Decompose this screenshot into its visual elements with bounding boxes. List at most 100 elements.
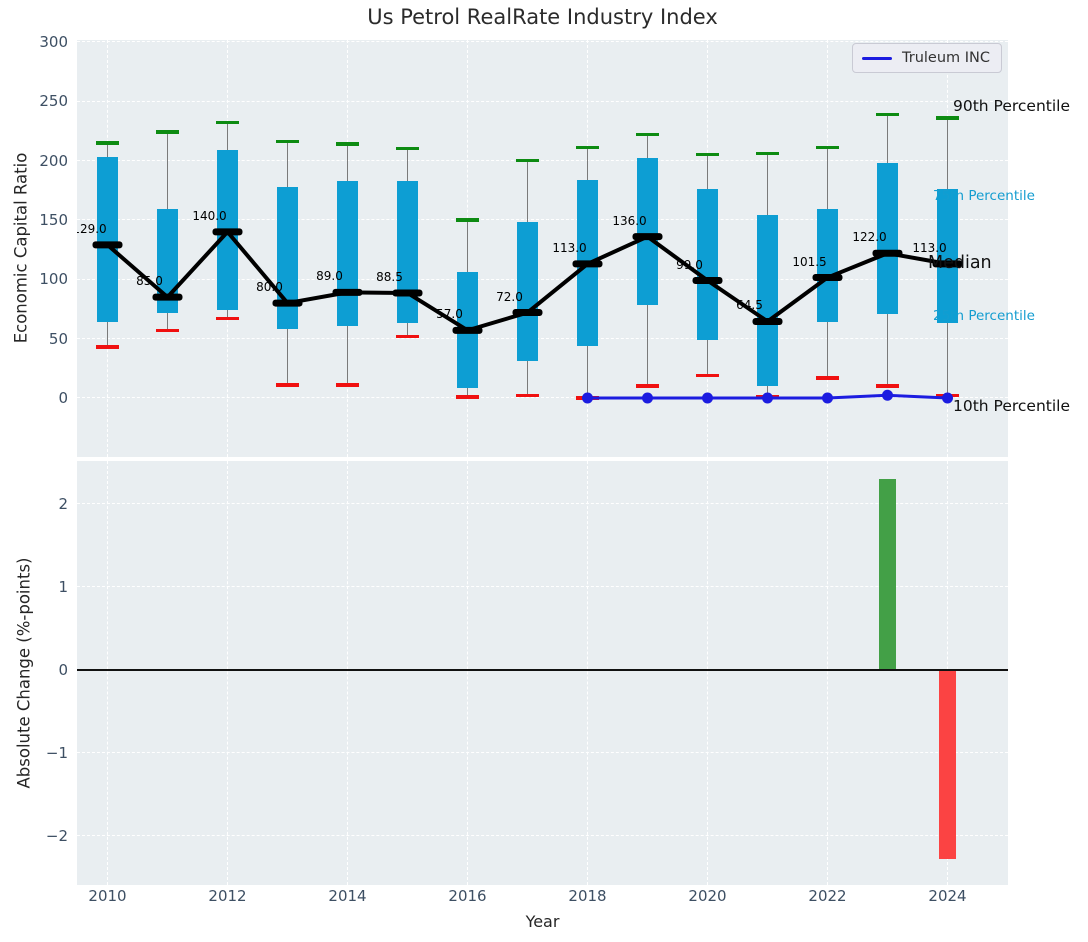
median-value-label: 122.0 — [852, 230, 887, 245]
grid-line-horizontal — [77, 41, 1008, 43]
percentile-90-cap — [936, 116, 959, 120]
grid-line-horizontal — [77, 586, 1008, 588]
percentile-box — [157, 209, 178, 313]
top-y-tick-label: 150 — [39, 210, 68, 229]
median-marker — [272, 299, 303, 307]
percentile-box — [937, 189, 958, 324]
change-bar-2024 — [939, 670, 956, 860]
percentile-box — [877, 163, 898, 314]
percentile-10-cap — [516, 393, 539, 398]
percentile-90-cap — [276, 139, 299, 144]
percentile-90-cap — [96, 141, 119, 145]
grid-line-horizontal — [77, 835, 1008, 837]
annotation-p75: 75th Percentile — [933, 188, 1035, 204]
median-value-label: 140.0 — [192, 208, 227, 223]
median-marker — [692, 277, 723, 285]
median-marker — [512, 309, 543, 317]
bottom-y-tick-label: 1 — [58, 578, 68, 596]
percentile-90-cap — [636, 132, 659, 137]
percentile-box — [637, 158, 658, 306]
x-tick-label: 2016 — [448, 887, 487, 905]
median-value-label: 64.5 — [736, 298, 763, 313]
bottom-y-tick-label: −2 — [45, 827, 68, 845]
percentile-10-cap — [276, 383, 299, 387]
chart-title: Us Petrol RealRate Industry Index — [367, 5, 718, 29]
grid-line-vertical — [226, 461, 228, 885]
truleum-marker — [582, 392, 593, 404]
grid-line-horizontal — [77, 278, 1008, 280]
percentile-10-cap — [96, 345, 119, 349]
percentile-90-cap — [816, 145, 839, 150]
x-tick-label: 2024 — [928, 887, 967, 905]
median-value-label: 89.0 — [316, 269, 343, 284]
percentile-10-cap — [336, 383, 359, 387]
percentile-box — [397, 180, 418, 324]
change-bar-2023 — [879, 479, 896, 670]
median-value-label: 129.0 — [77, 221, 107, 236]
truleum-marker — [882, 389, 893, 401]
x-axis-label: Year — [525, 912, 560, 931]
median-value-label: 99.0 — [676, 257, 703, 272]
grid-line-vertical — [106, 461, 108, 885]
grid-line-horizontal — [77, 219, 1008, 221]
legend: Truleum INC — [852, 43, 1002, 73]
median-value-label: 80.0 — [256, 280, 283, 295]
percentile-90-cap — [456, 218, 479, 222]
top-y-axis-label: Economic Capital Ratio — [11, 152, 31, 344]
median-marker — [572, 260, 603, 268]
bottom-y-tick-label: 0 — [58, 661, 68, 679]
bottom-y-tick-label: −1 — [45, 744, 68, 762]
percentile-box — [697, 189, 718, 340]
median-marker — [632, 233, 663, 241]
annotation-p90: 90th Percentile — [953, 97, 1071, 115]
legend-line-sample — [862, 56, 892, 60]
percentile-10-cap — [456, 395, 479, 399]
truleum-marker — [762, 392, 773, 404]
percentile-90-cap — [516, 158, 539, 163]
grid-line-horizontal — [77, 159, 1008, 161]
percentile-10-cap — [396, 334, 419, 338]
x-tick-label: 2014 — [328, 887, 367, 905]
legend-label: Truleum INC — [902, 50, 990, 66]
median-value-label: 85.0 — [136, 274, 163, 289]
percentile-90-cap — [336, 142, 359, 146]
grid-line-horizontal — [77, 337, 1008, 339]
percentile-90-cap — [876, 112, 899, 117]
median-value-label: 113.0 — [552, 240, 587, 255]
median-value-label: 72.0 — [496, 289, 523, 304]
top-plot-lines — [92, 228, 963, 404]
median-marker — [452, 326, 483, 334]
percentile-10-cap — [156, 328, 179, 333]
x-tick-label: 2018 — [568, 887, 607, 905]
truleum-marker — [942, 392, 953, 404]
median-marker — [332, 288, 363, 296]
median-marker — [92, 241, 123, 249]
grid-line-vertical — [466, 461, 468, 885]
grid-line-vertical — [706, 461, 708, 885]
annotation-median: Median — [928, 253, 992, 273]
truleum-marker — [642, 392, 653, 404]
median-marker — [752, 317, 783, 325]
top-y-tick-label: 50 — [48, 329, 68, 348]
bottom-axes — [77, 461, 1008, 885]
annotation-p10: 10th Percentile — [953, 397, 1071, 415]
truleum-marker — [702, 392, 713, 404]
top-y-tick-label: 300 — [39, 32, 68, 51]
percentile-90-cap — [156, 130, 179, 134]
top-y-tick-label: 250 — [39, 92, 68, 111]
percentile-90-cap — [216, 120, 239, 125]
truleum-marker — [822, 392, 833, 404]
percentile-box — [757, 215, 778, 387]
percentile-90-cap — [756, 151, 779, 156]
x-tick-label: 2022 — [808, 887, 847, 905]
median-value-label: 113.0 — [912, 240, 947, 255]
median-marker — [152, 293, 183, 301]
median-marker — [392, 289, 423, 297]
percentile-box — [97, 157, 118, 323]
grid-line-horizontal — [77, 503, 1008, 505]
percentile-90-cap — [396, 147, 419, 151]
median-value-label: 88.5 — [376, 269, 403, 284]
x-tick-label: 2012 — [208, 887, 247, 905]
grid-line-vertical — [346, 461, 348, 885]
